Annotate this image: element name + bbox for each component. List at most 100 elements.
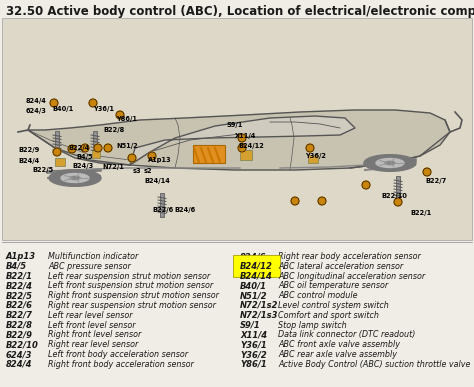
Text: 624/3: 624/3 [26,108,47,114]
Text: B24/12: B24/12 [240,262,273,271]
Text: s3: s3 [133,168,142,174]
Text: B22/8: B22/8 [6,320,33,330]
Text: Left rear suspension strut motion sensor: Left rear suspension strut motion sensor [48,272,210,281]
Text: Active Body Control (ABC) suction throttle valve: Active Body Control (ABC) suction thrott… [278,360,470,369]
Text: B24/3: B24/3 [72,163,93,169]
Text: ABC lateral acceleration sensor: ABC lateral acceleration sensor [278,262,403,271]
Text: B22/6: B22/6 [152,207,173,213]
Text: N51/2: N51/2 [240,291,268,300]
Text: Stop lamp switch: Stop lamp switch [278,320,347,330]
Text: B4/5: B4/5 [6,262,27,271]
Text: B22/5: B22/5 [6,291,33,300]
Text: Y36/1: Y36/1 [240,340,267,349]
Circle shape [128,154,136,162]
Text: Right rear suspension strut motion sensor: Right rear suspension strut motion senso… [48,301,216,310]
Circle shape [423,168,431,176]
Text: ABC longitudinal acceleration sensor: ABC longitudinal acceleration sensor [278,272,425,281]
Text: ABC front axle valve assembly: ABC front axle valve assembly [278,340,400,349]
Text: B22/4: B22/4 [68,145,89,151]
Circle shape [53,148,61,156]
Text: B22/1: B22/1 [6,272,33,281]
Polygon shape [385,161,395,164]
Text: N72/1: N72/1 [102,164,124,170]
Text: Level control system switch: Level control system switch [278,301,389,310]
Text: s2: s2 [144,168,153,174]
Circle shape [89,99,97,107]
Text: 624/3: 624/3 [6,350,33,359]
Circle shape [394,198,402,206]
Circle shape [104,144,112,152]
Text: B22/6: B22/6 [6,301,33,310]
Text: Y36/1: Y36/1 [93,106,114,112]
Text: B40/1: B40/1 [52,106,73,112]
Polygon shape [49,170,101,186]
Text: B24/6: B24/6 [174,207,195,213]
Text: B22/10: B22/10 [381,193,407,199]
Text: B22/7: B22/7 [425,178,446,184]
Text: Comfort and sport switch: Comfort and sport switch [278,311,379,320]
Polygon shape [61,173,89,183]
FancyBboxPatch shape [2,18,472,240]
Text: B22/10: B22/10 [6,340,39,349]
Text: B24/4: B24/4 [18,158,39,164]
Text: N51/2: N51/2 [116,143,138,149]
Circle shape [68,145,76,153]
FancyBboxPatch shape [193,145,225,163]
Text: B22/9: B22/9 [18,147,39,153]
Text: Right rear level sensor: Right rear level sensor [48,340,138,349]
Text: B22/5: B22/5 [32,167,53,173]
Polygon shape [376,159,404,168]
Circle shape [306,144,314,152]
Text: Left rear level sensor: Left rear level sensor [48,311,133,320]
Text: A1p13: A1p13 [148,157,172,163]
Circle shape [116,111,124,119]
Circle shape [81,144,89,152]
Text: S9/1: S9/1 [227,122,243,128]
Text: ABC rear axle valve assembly: ABC rear axle valve assembly [278,350,397,359]
Text: Right front suspension strut motion sensor: Right front suspension strut motion sens… [48,291,219,300]
Text: B24/12: B24/12 [238,143,264,149]
Text: Y86/1: Y86/1 [240,360,267,369]
Text: B24/14: B24/14 [240,272,273,281]
FancyBboxPatch shape [240,150,252,160]
Text: B22/7: B22/7 [6,311,33,320]
Text: 824/6: 824/6 [240,252,266,261]
Text: N72/1s2: N72/1s2 [240,301,279,310]
Text: 824/4: 824/4 [26,98,47,104]
Circle shape [238,144,246,152]
Text: 32.50 Active body control (ABC), Location of electrical/electronic components: 32.50 Active body control (ABC), Locatio… [6,5,474,19]
Text: S9/1: S9/1 [240,320,261,330]
Circle shape [318,197,326,205]
Text: ABC oil temperature sensor: ABC oil temperature sensor [278,281,388,290]
Text: A1p13: A1p13 [6,252,36,261]
Text: ABC pressure sensor: ABC pressure sensor [48,262,131,271]
Text: B22/8: B22/8 [103,127,124,133]
Text: X11/4: X11/4 [240,330,267,339]
Text: B24/14: B24/14 [144,178,170,184]
Polygon shape [70,176,80,180]
Text: B22/1: B22/1 [410,210,431,216]
Polygon shape [130,116,355,165]
FancyBboxPatch shape [92,150,100,158]
Text: X11/4: X11/4 [235,133,256,139]
FancyBboxPatch shape [55,158,65,166]
Text: Data link connector (DTC readout): Data link connector (DTC readout) [278,330,415,339]
Circle shape [291,197,299,205]
Circle shape [148,152,156,160]
Text: Right front body acceleration sensor: Right front body acceleration sensor [48,360,194,369]
Text: Right front level sensor: Right front level sensor [48,330,141,339]
Text: Left front body acceleration sensor: Left front body acceleration sensor [48,350,188,359]
Text: B22/9: B22/9 [6,330,33,339]
Text: ABC control module: ABC control module [278,291,357,300]
Polygon shape [364,155,416,171]
Circle shape [94,144,102,152]
Circle shape [362,181,370,189]
Text: Multifunction indicator: Multifunction indicator [48,252,138,261]
Text: Right rear body acceleration sensor: Right rear body acceleration sensor [278,252,421,261]
Text: B40/1: B40/1 [240,281,267,290]
Circle shape [238,134,246,142]
Text: 824/4: 824/4 [6,360,33,369]
Text: Y36/2: Y36/2 [240,350,267,359]
Text: Y36/2: Y36/2 [305,153,326,159]
FancyBboxPatch shape [308,155,318,163]
